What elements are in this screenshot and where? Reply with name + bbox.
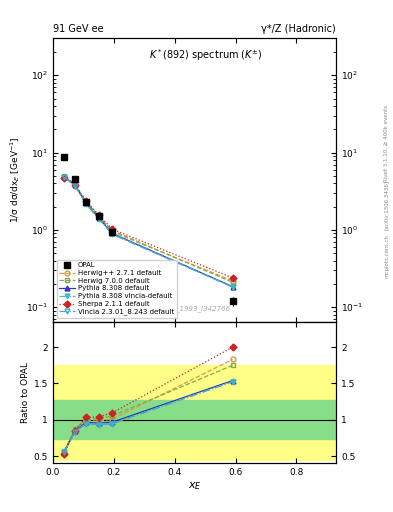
Vincia 2.3.01_8.243 default — [110, 231, 115, 237]
Sherpa 2.1.1 default — [230, 275, 235, 281]
Pythia 8.308 vincia-default — [96, 216, 101, 222]
Pythia 8.308 default — [110, 230, 115, 237]
Line: Herwig++ 2.7.1 default: Herwig++ 2.7.1 default — [62, 175, 235, 283]
Herwig 7.0.0 default — [110, 227, 115, 233]
Sherpa 2.1.1 default — [84, 198, 88, 204]
Vincia 2.3.01_8.243 default — [62, 174, 66, 180]
Herwig 7.0.0 default — [62, 173, 66, 179]
Line: Herwig 7.0.0 default: Herwig 7.0.0 default — [62, 174, 235, 285]
Pythia 8.308 default — [230, 284, 235, 290]
Pythia 8.308 vincia-default — [62, 174, 66, 180]
Text: $K^*$(892) spectrum ($K^{\pm}$): $K^*$(892) spectrum ($K^{\pm}$) — [149, 47, 263, 62]
Sherpa 2.1.1 default — [73, 182, 77, 188]
Line: Vincia 2.3.01_8.243 default: Vincia 2.3.01_8.243 default — [62, 175, 235, 289]
Line: Pythia 8.308 vincia-default: Pythia 8.308 vincia-default — [62, 175, 235, 289]
Pythia 8.308 vincia-default — [84, 201, 88, 207]
Y-axis label: Ratio to OPAL: Ratio to OPAL — [21, 362, 29, 423]
Bar — [53, 365, 336, 460]
Herwig 7.0.0 default — [96, 213, 101, 219]
Line: Sherpa 2.1.1 default: Sherpa 2.1.1 default — [62, 176, 235, 280]
Line: Pythia 8.308 default: Pythia 8.308 default — [62, 174, 235, 289]
Vincia 2.3.01_8.243 default — [230, 284, 235, 290]
Legend: OPAL, Herwig++ 2.7.1 default, Herwig 7.0.0 default, Pythia 8.308 default, Pythia: OPAL, Herwig++ 2.7.1 default, Herwig 7.0… — [57, 260, 177, 318]
Herwig++ 2.7.1 default — [84, 199, 88, 205]
Vincia 2.3.01_8.243 default — [73, 182, 77, 188]
Text: [arXiv:1306.3436]: [arXiv:1306.3436] — [384, 180, 389, 230]
Pythia 8.308 vincia-default — [230, 284, 235, 290]
Herwig++ 2.7.1 default — [96, 214, 101, 220]
Sherpa 2.1.1 default — [62, 175, 66, 181]
Text: Rivet 3.1.10, ≥ 400k events: Rivet 3.1.10, ≥ 400k events — [384, 105, 389, 182]
Vincia 2.3.01_8.243 default — [96, 216, 101, 222]
Text: mcplots.cern.ch: mcplots.cern.ch — [384, 234, 389, 278]
Herwig++ 2.7.1 default — [230, 278, 235, 284]
Pythia 8.308 default — [73, 182, 77, 188]
Herwig++ 2.7.1 default — [110, 229, 115, 235]
Sherpa 2.1.1 default — [96, 212, 101, 218]
Text: OPAL_1993_I342766: OPAL_1993_I342766 — [158, 305, 231, 312]
Pythia 8.308 vincia-default — [110, 231, 115, 237]
Pythia 8.308 default — [62, 174, 66, 180]
Pythia 8.308 default — [84, 200, 88, 206]
Y-axis label: 1/σ dσ/dx$_E$ [GeV$^{-1}$]: 1/σ dσ/dx$_E$ [GeV$^{-1}$] — [8, 137, 22, 223]
X-axis label: $x_E$: $x_E$ — [188, 480, 201, 492]
Bar — [53, 400, 336, 439]
Herwig 7.0.0 default — [230, 279, 235, 285]
Herwig++ 2.7.1 default — [62, 174, 66, 180]
Pythia 8.308 vincia-default — [73, 182, 77, 188]
Herwig 7.0.0 default — [84, 199, 88, 205]
Herwig 7.0.0 default — [73, 181, 77, 187]
Sherpa 2.1.1 default — [110, 226, 115, 232]
Pythia 8.308 default — [96, 215, 101, 221]
Text: 91 GeV ee: 91 GeV ee — [53, 24, 104, 34]
Text: γ*/Z (Hadronic): γ*/Z (Hadronic) — [261, 24, 336, 34]
Herwig++ 2.7.1 default — [73, 182, 77, 188]
Vincia 2.3.01_8.243 default — [84, 201, 88, 207]
